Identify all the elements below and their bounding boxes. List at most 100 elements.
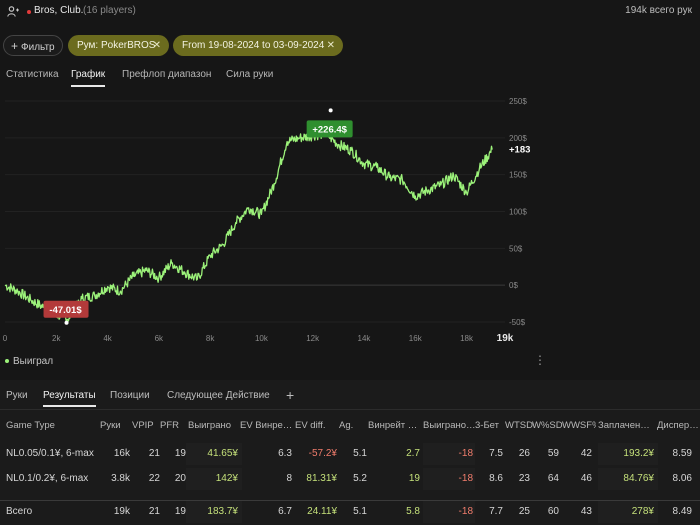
column-highlight <box>598 443 658 465</box>
x-tick-label: 0 <box>3 334 8 343</box>
tab-graph-label: График <box>71 69 106 80</box>
table-header: Game Type Руки VPIP PFR Выиграно EV Винре… EV … <box>0 420 700 434</box>
max-label: +226.4$ <box>312 124 347 135</box>
x-tick-label: 16k <box>409 334 423 343</box>
tab-positions[interactable]: Позиции <box>110 390 150 401</box>
table-cell: 5.2 <box>353 473 367 484</box>
column-header[interactable]: Руки <box>100 420 121 431</box>
top-bar: Bros, Club. (16 players) 194k всего рук <box>0 0 700 24</box>
column-header[interactable]: Выиграно <box>188 420 232 431</box>
tab-results[interactable]: Результаты <box>43 390 96 407</box>
add-tab-button[interactable]: + <box>286 387 295 403</box>
more-options-icon[interactable]: ⋮ <box>534 353 546 367</box>
tab-statistics[interactable]: Статистика <box>6 69 59 80</box>
y-tick-label: -50$ <box>509 318 526 327</box>
table-cell: -57.2¥ <box>308 448 337 459</box>
column-header[interactable]: EV Винре… <box>240 420 293 431</box>
column-highlight <box>186 443 242 465</box>
column-header[interactable]: Game Type <box>6 420 55 431</box>
tab-next-action[interactable]: Следующее Действие <box>167 390 270 401</box>
table-cell: 278¥ <box>631 506 654 517</box>
table-cell: 183.7¥ <box>207 506 238 517</box>
close-icon[interactable]: ✕ <box>152 40 161 51</box>
date-filter-chip[interactable]: From 19-08-2024 to 03-09-2024 ✕ <box>173 35 343 56</box>
tab-hands[interactable]: Руки <box>6 390 28 401</box>
chart-legend[interactable]: Выиграл <box>5 356 53 367</box>
column-highlight <box>423 443 475 465</box>
table-cell: 2.7 <box>406 448 420 459</box>
column-header[interactable]: WTSD <box>505 420 533 431</box>
series-line <box>4 128 493 324</box>
plus-icon: + <box>11 39 19 53</box>
table-cell: 8.49 <box>672 506 692 517</box>
legend-series-label: Выиграл <box>13 356 54 367</box>
column-header[interactable]: Ag. <box>339 420 354 431</box>
table-total-row[interactable]: Всего 19k 21 19 183.7¥ 6.7 24.11¥ 5.1 5.8 -18 7.7 2… <box>0 500 700 523</box>
x-tick-label: 10k <box>255 334 269 343</box>
filter-button[interactable]: + Фильтр <box>3 35 63 56</box>
x-tick-label: 18k <box>460 334 474 343</box>
column-header[interactable]: Заплачен… <box>598 420 650 431</box>
filter-button-label: Фильтр <box>21 42 55 53</box>
column-highlight <box>423 468 475 490</box>
table-cell: 8.59 <box>672 448 692 459</box>
results-tabs: Руки Результаты Позиции Следующее Действ… <box>0 387 700 408</box>
column-header[interactable]: EV diff. <box>295 420 326 431</box>
table-cell: 142¥ <box>215 473 238 484</box>
table-cell: 8.06 <box>672 473 692 484</box>
active-tab-underline <box>43 405 96 407</box>
legend-swatch <box>5 359 9 364</box>
table-cell: 43 <box>580 506 592 517</box>
club-player-count: (16 players) <box>83 5 136 16</box>
date-filter-label: From 19-08-2024 to 03-09-2024 <box>182 40 325 51</box>
max-point <box>328 108 333 113</box>
column-header[interactable]: W%SD <box>532 420 563 431</box>
x-tick-label: 4k <box>103 334 112 343</box>
table-cell: 26 <box>518 448 530 459</box>
table-row[interactable]: NL0.1/0.2¥, 6-max 3.8k 22 20 142¥ 8 81.31¥ 5.2 1… <box>0 468 700 490</box>
column-header[interactable]: 3-Бет <box>475 420 500 431</box>
results-panel: Руки Результаты Позиции Следующее Действ… <box>0 380 700 525</box>
table-cell: -18 <box>458 448 473 459</box>
y-tick-label: 150$ <box>509 171 527 180</box>
tab-hand-strength[interactable]: Сила руки <box>226 69 274 80</box>
tab-preflop-range[interactable]: Префлоп диапазон <box>122 69 212 80</box>
room-filter-chip[interactable]: Рум: PokerBROS ✕ <box>68 35 169 56</box>
close-icon[interactable]: ✕ <box>326 40 335 51</box>
table-cell: NL0.1/0.2¥, 6-max <box>6 473 89 484</box>
table-cell: 5.8 <box>406 506 420 517</box>
x-tick-label: 2k <box>52 334 61 343</box>
column-header[interactable]: PFR <box>160 420 179 431</box>
divider <box>0 409 700 410</box>
y-tick-label: 100$ <box>509 208 527 217</box>
tab-results-label: Результаты <box>43 390 96 401</box>
table-cell: 5.1 <box>353 506 367 517</box>
table-cell: 193.2¥ <box>623 448 654 459</box>
winnings-chart: 250$ 200$ 150$ 100$ 50$ 0$ -50$ 0 2k 4k 6k 8k 10k 12k… <box>0 95 530 345</box>
column-header[interactable]: Винрейт … <box>368 420 418 431</box>
column-header[interactable]: Диспер… <box>657 420 699 431</box>
club-name[interactable]: Bros, Club. <box>34 5 84 16</box>
x-tick-label: 6k <box>155 334 164 343</box>
x-tick-label: 8k <box>206 334 215 343</box>
y-tick-label: 200$ <box>509 134 527 143</box>
column-header[interactable]: VPIP <box>132 420 154 431</box>
table-cell: 60 <box>547 506 559 517</box>
table-cell: 24.11¥ <box>307 506 337 517</box>
status-dot <box>27 10 31 14</box>
x-end-label: 19k <box>497 333 514 344</box>
x-tick-label: 14k <box>358 334 372 343</box>
column-header[interactable]: WWSF% <box>562 420 596 431</box>
active-tab-underline <box>71 85 106 87</box>
tab-graph[interactable]: График <box>71 69 106 87</box>
table-cell: 7.5 <box>489 448 503 459</box>
last-value-label: +183.7$ <box>509 145 530 156</box>
table-row[interactable]: NL0.05/0.1¥, 6-max 16k 21 19 41.65¥ 6.3 -57.2¥… <box>0 443 700 465</box>
column-header[interactable]: Выиграно… <box>423 420 476 431</box>
filter-bar: + Фильтр Рум: PokerBROS ✕ From 19-08-2024… <box>0 35 700 57</box>
min-label: -47.01$ <box>49 305 82 316</box>
table-cell: 7.7 <box>489 506 503 517</box>
y-tick-label: 250$ <box>509 97 527 106</box>
table-cell: 5.1 <box>353 448 367 459</box>
table-cell: NL0.05/0.1¥, 6-max <box>6 448 94 459</box>
